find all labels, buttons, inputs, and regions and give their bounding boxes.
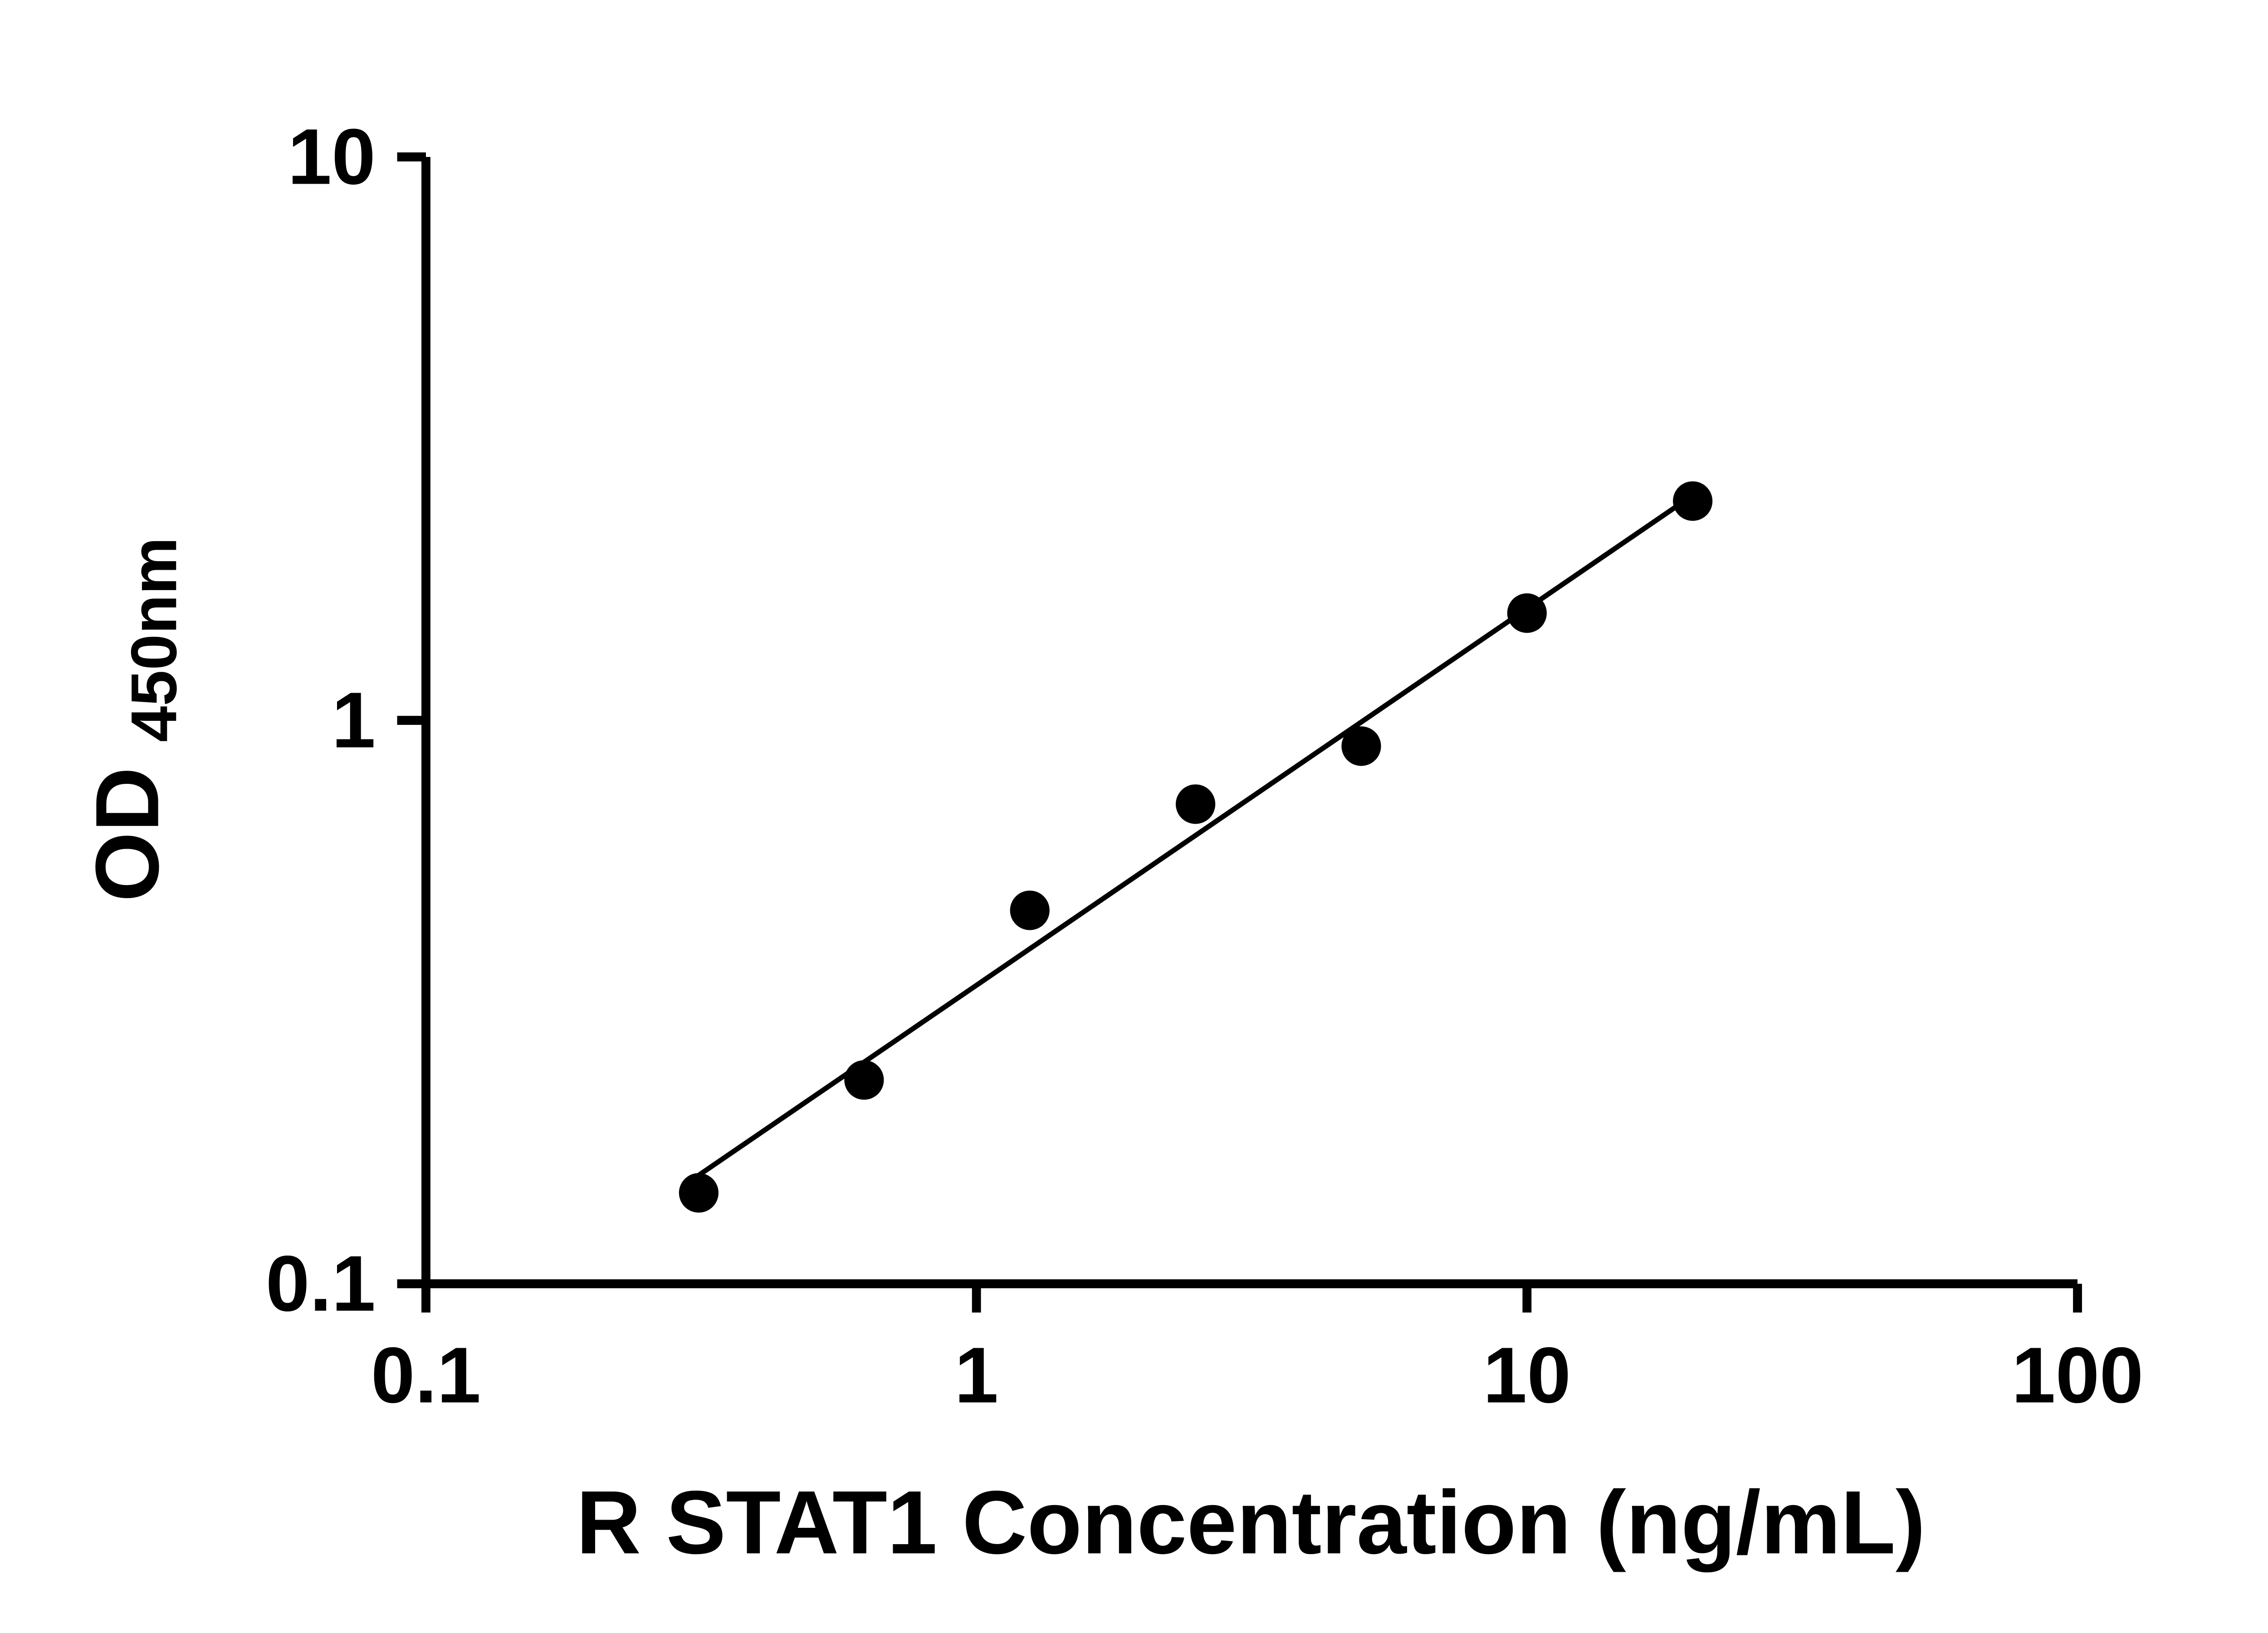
x-tick-label: 0.1 bbox=[371, 1331, 481, 1419]
x-axis-title: R STAT1 Concentration (ng/mL) bbox=[576, 1472, 1926, 1572]
data-point bbox=[844, 1060, 884, 1100]
axis-lines bbox=[421, 156, 2078, 1289]
data-point bbox=[1010, 890, 1050, 930]
x-tick-label: 10 bbox=[1483, 1331, 1571, 1419]
x-tick-label: 1 bbox=[954, 1331, 998, 1419]
data-point bbox=[1507, 593, 1547, 633]
plot-area: 0.1 1 10 100 0.1 1 10 bbox=[266, 112, 2144, 1419]
y-tick-label: 1 bbox=[332, 675, 376, 764]
y-tick-label: 10 bbox=[288, 112, 376, 200]
x-tick-label: 100 bbox=[2012, 1331, 2144, 1419]
y-axis-title-sub: 450nm bbox=[118, 537, 190, 742]
y-axis-title-main: OD bbox=[77, 767, 177, 902]
y-axis-title: OD 450nm bbox=[77, 537, 191, 902]
data-point bbox=[679, 1173, 719, 1213]
data-point bbox=[1176, 784, 1216, 824]
trend-line bbox=[687, 485, 1706, 1184]
y-tick-label: 0.1 bbox=[266, 1239, 376, 1328]
data-point bbox=[1673, 481, 1713, 521]
data-point bbox=[1341, 726, 1381, 766]
